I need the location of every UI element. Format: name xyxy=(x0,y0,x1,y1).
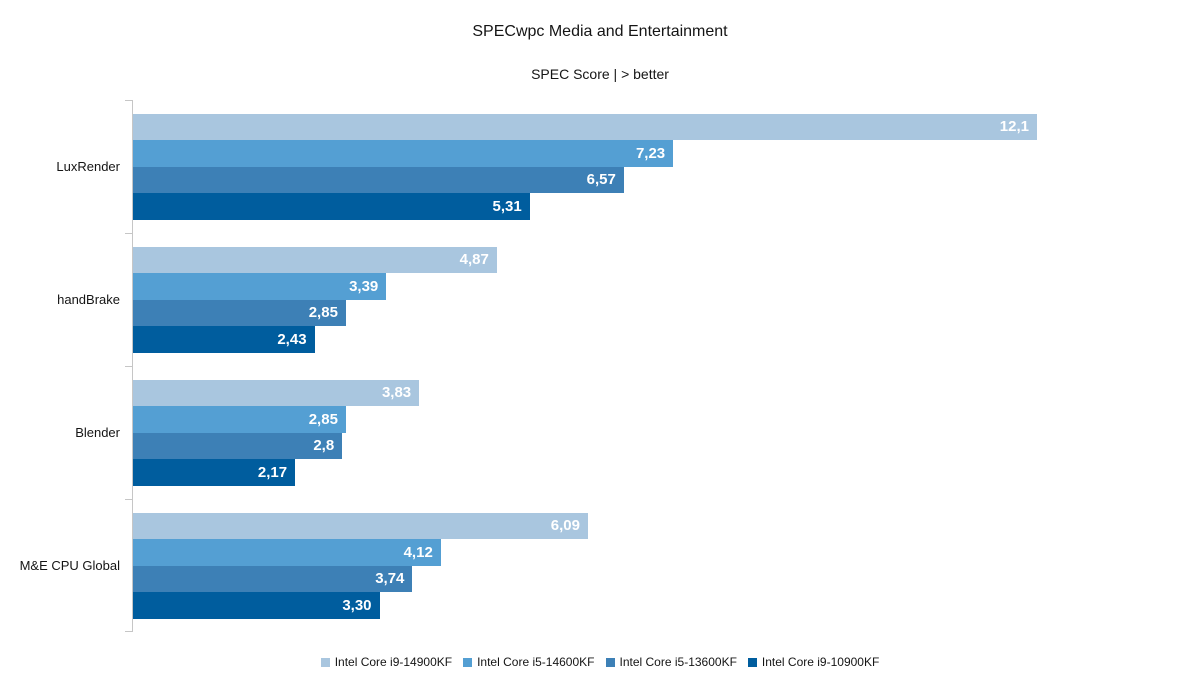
category-axis-labels: LuxRender handBrake Blender M&E CPU Global xyxy=(0,100,126,632)
bar-value-label: 3,83 xyxy=(381,384,412,402)
category-label: handBrake xyxy=(57,292,120,307)
bar-value-label: 2,85 xyxy=(308,410,338,428)
legend: Intel Core i9-14900KF Intel Core i5-14600… xyxy=(0,655,1200,669)
axis-tick xyxy=(125,100,133,101)
bar: 6,57 xyxy=(133,166,624,193)
bar-group: 4,87 3,39 2,85 2,43 xyxy=(133,246,1173,353)
legend-label: Intel Core i9-10900KF xyxy=(761,655,880,669)
axis-tick xyxy=(125,366,133,367)
legend-item: Intel Core i5-13600KF xyxy=(605,655,737,669)
chart-title: SPECwpc Media and Entertainment xyxy=(472,23,728,40)
bar-value-label: 12,1 xyxy=(999,118,1029,136)
bar: 6,09 xyxy=(133,512,588,539)
bar-value-label: 2,17 xyxy=(257,463,288,481)
bar-group: 6,09 4,12 3,74 3,30 xyxy=(133,512,1173,619)
bar-value-label: 4,12 xyxy=(403,543,433,561)
legend-swatch xyxy=(463,657,473,667)
bar: 12,1 xyxy=(133,113,1037,140)
bar: 4,87 xyxy=(133,246,497,273)
legend-swatch xyxy=(747,657,757,667)
bar: 3,83 xyxy=(133,379,420,406)
bar-value-label: 6,57 xyxy=(586,171,616,189)
axis-tick xyxy=(125,499,133,500)
bar: 2,85 xyxy=(133,299,346,326)
bar: 2,8 xyxy=(133,432,343,459)
bar: 2,43 xyxy=(133,326,315,353)
bar: 3,30 xyxy=(133,592,380,619)
bar: 3,74 xyxy=(133,565,413,592)
bar-value-label: 2,43 xyxy=(277,330,307,348)
axis-tick xyxy=(125,233,133,234)
category-label: Blender xyxy=(75,425,120,440)
bar-value-label: 3,39 xyxy=(349,277,379,295)
bar-value-label: 2,85 xyxy=(308,304,338,322)
category-label: M&E CPU Global xyxy=(19,558,120,573)
bar: 5,31 xyxy=(133,193,530,220)
legend-item: Intel Core i9-14900KF xyxy=(320,655,453,669)
bar-value-label: 7,23 xyxy=(635,144,666,162)
bar: 3,39 xyxy=(133,273,387,300)
axis-tick xyxy=(125,631,133,632)
bar-value-label: 3,74 xyxy=(375,570,405,588)
bar-value-label: 5,31 xyxy=(492,197,522,215)
legend-label: Intel Core i5-14600KF xyxy=(477,655,595,669)
bar: 2,17 xyxy=(133,459,296,486)
bar-value-label: 3,30 xyxy=(342,596,372,614)
bar: 2,85 xyxy=(133,406,346,433)
legend-swatch xyxy=(605,657,615,667)
bar-group: 3,83 2,85 2,8 2,17 xyxy=(133,379,1173,486)
bar: 4,12 xyxy=(133,539,441,566)
legend-item: Intel Core i5-14600KF xyxy=(463,655,595,669)
category-label: LuxRender xyxy=(56,159,120,174)
bar-value-label: 6,09 xyxy=(550,517,580,535)
legend-label: Intel Core i9-14900KF xyxy=(334,655,453,669)
legend-item: Intel Core i9-10900KF xyxy=(747,655,880,669)
bar-value-label: 4,87 xyxy=(459,251,489,269)
legend-swatch xyxy=(320,657,330,667)
chart-subtitle: SPEC Score | > better xyxy=(531,66,669,82)
legend-label: Intel Core i5-13600KF xyxy=(619,655,737,669)
bar-group: 12,1 7,23 6,57 5,31 xyxy=(133,113,1173,220)
bar-value-label: 2,8 xyxy=(313,437,335,455)
plot-area: 12,1 7,23 6,57 5,31 4,87 3,39 2,85 2,43 3,83 2,85… xyxy=(125,100,1173,632)
bar: 7,23 xyxy=(133,140,674,167)
